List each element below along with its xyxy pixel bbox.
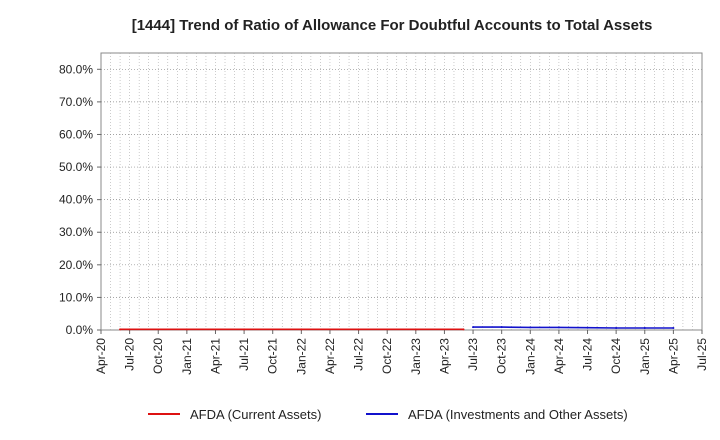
x-tick-label: Oct-23	[495, 338, 509, 374]
legend: AFDA (Current Assets) AFDA (Investments a…	[148, 407, 628, 422]
x-axis: Apr-20 Jul-20 Oct-20 Jan-21 Apr-21 Jul-21 Oct-…	[94, 330, 709, 375]
data-point	[414, 328, 417, 331]
x-tick-label: Jan-23	[409, 338, 423, 375]
data-point	[300, 328, 303, 331]
data-point	[643, 327, 646, 330]
chart-title: [1444] Trend of Ratio of Allowance For D…	[132, 17, 653, 34]
x-tick-label: Apr-21	[208, 338, 222, 374]
x-tick-label: Jul-24	[581, 338, 595, 371]
x-tick-label: Jan-25	[638, 338, 652, 375]
data-point	[185, 328, 188, 331]
data-point	[529, 326, 532, 329]
x-tick-label: Jul-22	[352, 338, 366, 371]
data-point	[586, 326, 589, 329]
data-point	[128, 328, 131, 331]
x-tick-label: Jul-25	[695, 338, 709, 371]
y-tick-label: 50.0%	[59, 160, 93, 174]
y-tick-label: 70.0%	[59, 95, 93, 109]
x-tick-label: Jul-20	[123, 338, 137, 371]
x-tick-label: Jan-22	[294, 338, 308, 375]
legend-label: AFDA (Current Assets)	[190, 407, 321, 422]
data-point	[557, 326, 560, 329]
y-tick-label: 60.0%	[59, 127, 93, 141]
data-point	[615, 327, 618, 330]
y-tick-label: 40.0%	[59, 193, 93, 207]
x-tick-label: Oct-20	[151, 338, 165, 374]
x-tick-label: Apr-23	[437, 338, 451, 374]
x-tick-label: Jul-21	[237, 338, 251, 371]
x-tick-label: Apr-20	[94, 338, 108, 374]
y-tick-label: 10.0%	[59, 290, 93, 304]
x-tick-label: Apr-22	[323, 338, 337, 374]
grid-lines	[101, 53, 702, 330]
data-point	[472, 326, 475, 329]
data-point	[243, 328, 246, 331]
x-tick-label: Jul-23	[466, 338, 480, 371]
y-tick-label: 20.0%	[59, 258, 93, 272]
data-point	[119, 328, 122, 331]
x-tick-label: Jan-24	[523, 338, 537, 375]
y-tick-label: 80.0%	[59, 62, 93, 76]
x-tick-label: Jan-21	[180, 338, 194, 375]
series-lines	[119, 326, 675, 331]
x-tick-label: Oct-24	[609, 338, 623, 374]
data-point	[462, 328, 465, 331]
y-tick-label: 30.0%	[59, 225, 93, 239]
data-point	[672, 327, 675, 330]
legend-label: AFDA (Investments and Other Assets)	[408, 407, 628, 422]
data-point	[357, 328, 360, 331]
x-tick-label: Oct-22	[380, 338, 394, 374]
plot-area	[100, 52, 703, 331]
series-line	[473, 326, 674, 329]
x-tick-label: Apr-24	[552, 338, 566, 374]
x-tick-label: Oct-21	[266, 338, 280, 374]
data-point	[500, 326, 503, 329]
x-tick-label: Apr-25	[666, 338, 680, 374]
y-axis: 0.0% 10.0% 20.0% 30.0% 40.0% 50.0% 60.0% 70.0% 8…	[59, 62, 101, 337]
y-tick-label: 0.0%	[66, 323, 94, 337]
